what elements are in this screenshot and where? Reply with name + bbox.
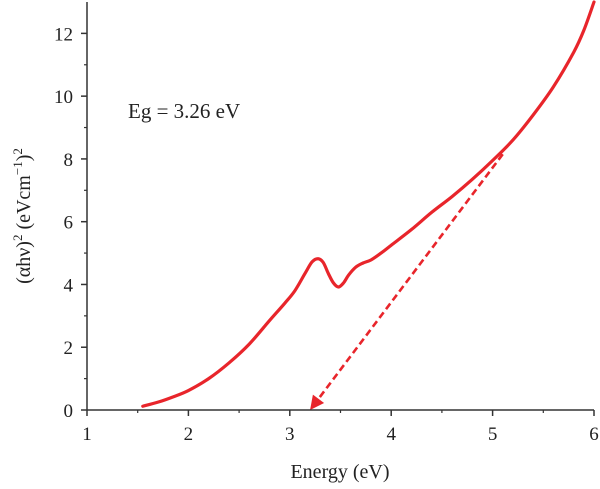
- x-tick-label: 1: [82, 424, 92, 445]
- bandgap-annotation: Eg = 3.26 eV: [128, 99, 240, 123]
- extrapolation-line: [317, 153, 504, 400]
- y-axis-label-part: (eVcm: [13, 175, 35, 235]
- y-axis-label: (αhν)2 (eVcm−1)2: [10, 148, 35, 284]
- y-axis-label-sup: −1: [10, 161, 25, 175]
- y-tick-label: 10: [54, 87, 73, 108]
- y-tick-label: 8: [64, 150, 74, 171]
- extrapolation-arrowhead: [310, 394, 325, 410]
- x-tick-label: 6: [589, 424, 599, 445]
- y-axis-label-part: (αhν): [13, 241, 35, 284]
- x-axis-label: Energy (eV): [290, 461, 389, 483]
- y-axis-label-sup: 2: [10, 148, 25, 155]
- y-tick-label: 6: [64, 213, 74, 234]
- x-tick-label: 4: [386, 424, 396, 445]
- y-tick-label: 12: [54, 24, 73, 45]
- y-axis-label-part: ): [13, 155, 35, 162]
- y-axis-label-sup: 2: [10, 235, 25, 242]
- plot-area: [141, 0, 596, 410]
- absorption-curve: [141, 0, 596, 408]
- y-tick-label: 0: [64, 401, 74, 422]
- x-tick-label: 2: [184, 424, 194, 445]
- y-tick-label: 4: [64, 275, 74, 296]
- x-tick-label: 3: [285, 424, 295, 445]
- x-tick-label: 5: [488, 424, 498, 445]
- y-tick-label: 2: [64, 338, 74, 359]
